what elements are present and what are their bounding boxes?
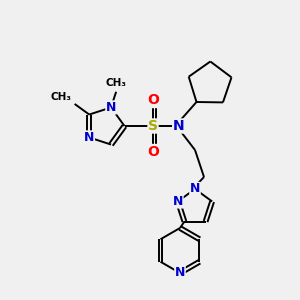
Text: N: N [106,101,116,114]
Text: S: S [148,119,158,133]
Text: N: N [175,266,185,280]
Text: O: O [147,145,159,158]
Text: CH₃: CH₃ [51,92,72,103]
Text: N: N [84,131,94,144]
Text: N: N [173,195,183,208]
Text: N: N [173,119,184,133]
Text: CH₃: CH₃ [106,78,127,88]
Text: O: O [147,94,159,107]
Text: N: N [190,182,200,196]
